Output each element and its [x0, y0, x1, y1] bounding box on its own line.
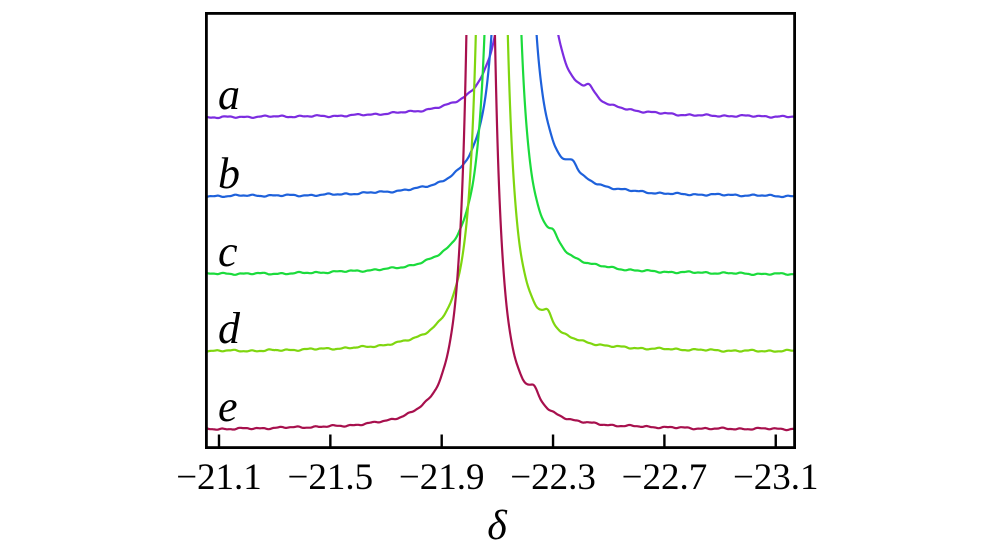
series-label-d: d: [218, 304, 240, 353]
series-label-c: c: [218, 227, 238, 276]
series-label-e: e: [218, 382, 238, 431]
x-tick-label-5: −23.1: [732, 457, 819, 498]
series-label-a: a: [218, 70, 240, 119]
x-tick-label-4: −22.7: [621, 457, 708, 498]
x-tick-label-3: −22.3: [510, 457, 596, 498]
x-tick-label-1: −21.5: [287, 457, 374, 498]
spectrum-curve-e: [205, 35, 796, 432]
spectrum-curve-a: [205, 35, 796, 120]
spectrum-curve-d: [205, 35, 796, 353]
plot-frame: [204, 11, 797, 450]
x-axis-label: δ: [487, 503, 507, 549]
x-tick-label-0: −21.1: [176, 457, 262, 498]
x-tick-label-2: −21.9: [398, 457, 485, 498]
spectrum-curve-c: [205, 35, 796, 276]
series-label-b: b: [218, 149, 240, 198]
spectrum-curve-b: [205, 35, 796, 199]
